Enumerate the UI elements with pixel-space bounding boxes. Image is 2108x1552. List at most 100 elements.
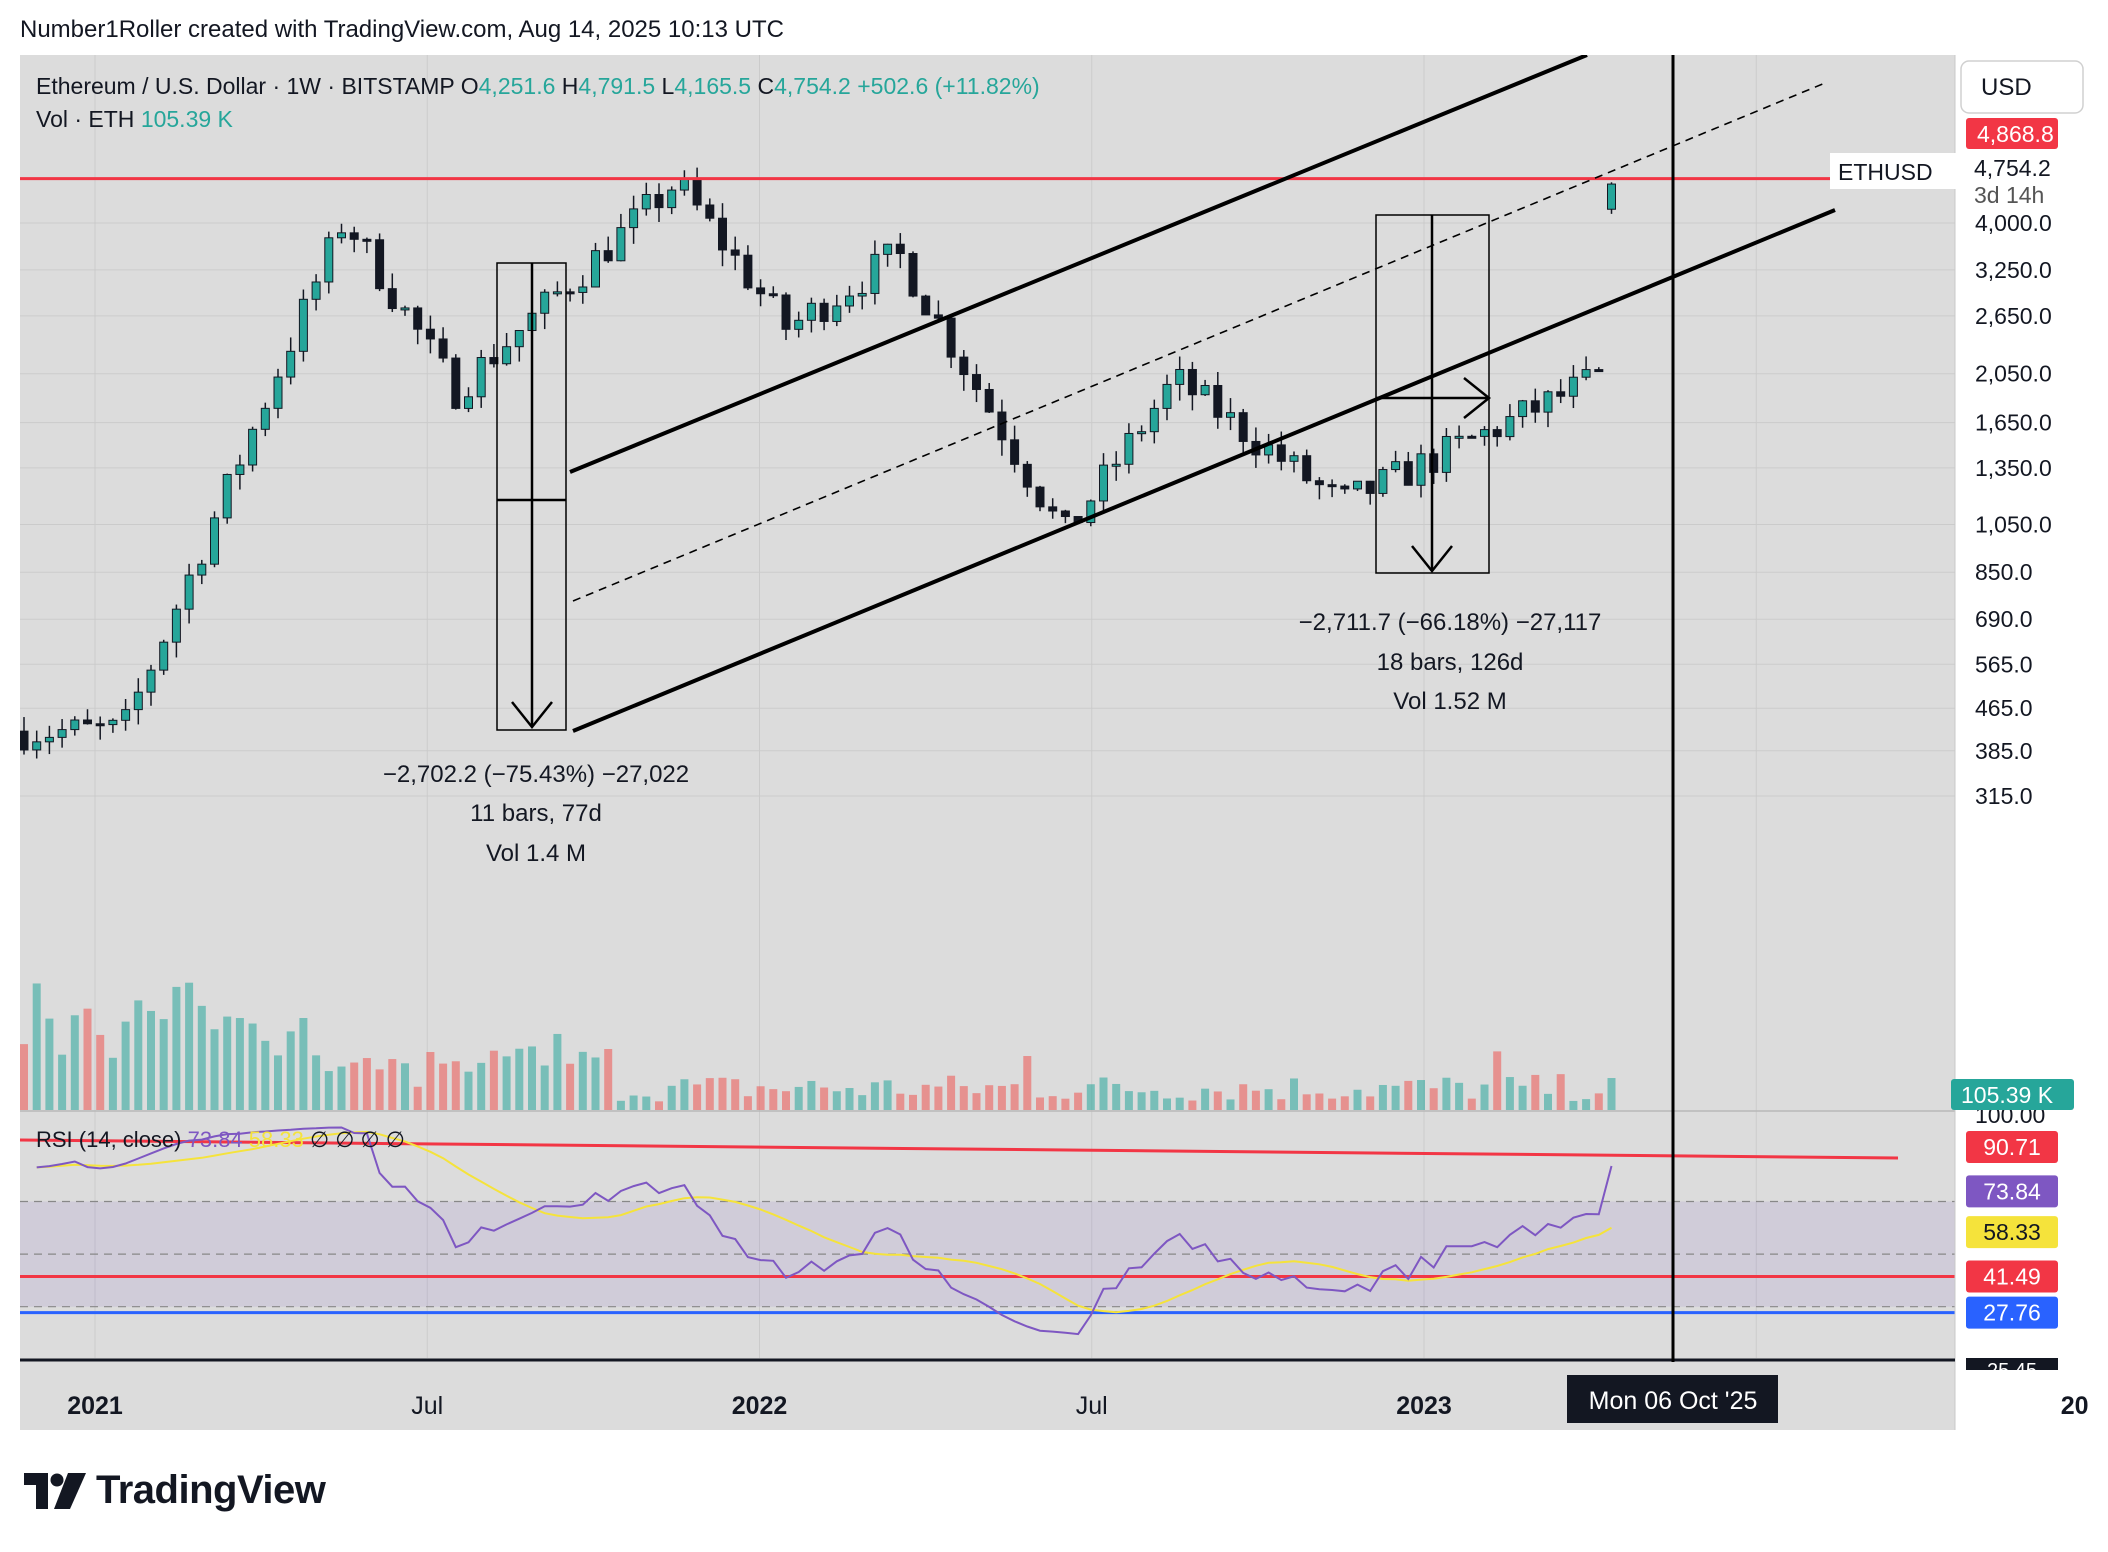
arrowhead-right-icon bbox=[1463, 377, 1492, 419]
candle bbox=[832, 294, 842, 327]
candle-body bbox=[883, 243, 893, 255]
eth-weekly-chart[interactable]: −2,702.2 (−75.43%) −27,022 11 bars, 77d Vo… bbox=[20, 55, 2088, 1430]
candle-body bbox=[1035, 486, 1045, 508]
candle bbox=[1048, 498, 1058, 519]
candle bbox=[349, 226, 359, 253]
volume-bar bbox=[70, 1015, 79, 1110]
candle bbox=[591, 242, 600, 288]
candle bbox=[1226, 398, 1235, 431]
candle-body bbox=[895, 243, 905, 255]
volume-bar bbox=[401, 1063, 409, 1110]
candle bbox=[870, 240, 880, 305]
volume-bar bbox=[540, 1065, 549, 1110]
candle bbox=[70, 716, 80, 736]
candle bbox=[298, 289, 308, 362]
candle bbox=[806, 297, 816, 333]
volume-bar bbox=[718, 1077, 727, 1110]
candle-body bbox=[1441, 435, 1451, 473]
candle-body bbox=[1340, 485, 1350, 490]
measure-label-volume: Vol 1.4 M bbox=[486, 840, 586, 867]
volume-bar bbox=[1137, 1092, 1146, 1110]
candle-body bbox=[248, 428, 258, 466]
volume-bar bbox=[1302, 1094, 1311, 1110]
candle bbox=[425, 315, 435, 354]
volume-bar bbox=[362, 1058, 371, 1110]
candle bbox=[1264, 433, 1274, 464]
candle-body bbox=[235, 464, 245, 475]
volume-bar bbox=[896, 1093, 905, 1110]
candle bbox=[1518, 399, 1528, 428]
volume-bar bbox=[997, 1085, 1006, 1110]
candle-body bbox=[1378, 469, 1388, 494]
currency-button[interactable] bbox=[1960, 60, 2084, 114]
candle bbox=[756, 279, 766, 307]
volume-bar bbox=[1175, 1097, 1184, 1110]
candle-body bbox=[1454, 435, 1464, 439]
candle-body bbox=[832, 305, 842, 322]
candle bbox=[1149, 399, 1159, 444]
candle-body bbox=[273, 376, 283, 409]
candle-body bbox=[540, 291, 550, 314]
arrowhead-down-icon bbox=[1411, 545, 1453, 574]
price-tick-label: 850.0 bbox=[1975, 559, 2033, 585]
volume-legend: Vol · ETH 105.39 K bbox=[36, 106, 234, 132]
candle bbox=[57, 719, 67, 748]
price-tick-label: 2,050.0 bbox=[1975, 361, 2052, 387]
candle-body bbox=[451, 357, 461, 409]
candle bbox=[616, 213, 626, 262]
channel-lower-line bbox=[572, 208, 1836, 733]
volume-bar bbox=[1061, 1098, 1070, 1110]
measure-label-change: −2,711.7 (−66.18%) −27,117 bbox=[1299, 609, 1602, 636]
volume-bar bbox=[274, 1055, 282, 1110]
high-value: 4,791.5 bbox=[578, 73, 661, 99]
candle-body bbox=[337, 232, 346, 239]
chart-frame[interactable]: −2,702.2 (−75.43%) −27,022 11 bars, 77d Vo… bbox=[20, 55, 2088, 1430]
candle bbox=[705, 198, 715, 222]
measure-label-volume: Vol 1.52 M bbox=[1393, 688, 1506, 715]
candle bbox=[1480, 426, 1489, 446]
rsi-ma-value: 58.33 bbox=[249, 1127, 310, 1152]
candle-body bbox=[603, 250, 613, 262]
symbol-name: Ethereum / U.S. Dollar · 1W · BITSTAMP bbox=[36, 73, 461, 99]
volume-bar bbox=[159, 1019, 168, 1110]
volume-bar bbox=[1277, 1099, 1286, 1110]
candle-body bbox=[667, 189, 677, 209]
volume-bar bbox=[1251, 1090, 1260, 1110]
candle-body bbox=[1530, 400, 1540, 413]
candle bbox=[1289, 451, 1299, 473]
candle bbox=[1556, 379, 1566, 404]
volume-bar bbox=[756, 1086, 765, 1110]
volume-bar bbox=[1455, 1082, 1464, 1110]
candle bbox=[1429, 448, 1439, 484]
candle bbox=[667, 186, 677, 215]
candle bbox=[95, 716, 105, 740]
candle bbox=[108, 718, 118, 733]
volume-bar bbox=[1556, 1074, 1565, 1110]
volume-bar bbox=[350, 1062, 359, 1110]
candle-body bbox=[743, 254, 753, 289]
candle-body bbox=[32, 741, 42, 751]
volume-bar bbox=[515, 1048, 524, 1110]
volume-bar bbox=[731, 1079, 740, 1110]
candle-body bbox=[1391, 461, 1401, 471]
symbol-legend: Ethereum / U.S. Dollar · 1W · BITSTAMP O… bbox=[36, 73, 1040, 99]
volume-bar bbox=[439, 1063, 448, 1110]
candle bbox=[337, 223, 346, 244]
candle-body bbox=[108, 719, 118, 726]
candle-body bbox=[1581, 369, 1591, 378]
time-tick-label: Jul bbox=[1076, 1392, 1108, 1420]
volume-bar bbox=[261, 1040, 270, 1110]
rsi-badge-value: 41.49 bbox=[1983, 1263, 2041, 1289]
low-value: 4,165.5 bbox=[674, 73, 757, 99]
rsi-badge bbox=[1966, 1216, 2058, 1249]
candle bbox=[362, 237, 372, 254]
candle bbox=[476, 349, 486, 408]
candle-body bbox=[1314, 480, 1324, 486]
candle bbox=[400, 305, 410, 316]
volume-bar bbox=[1315, 1093, 1324, 1110]
candle-body bbox=[933, 314, 943, 319]
candle bbox=[1454, 425, 1464, 449]
candle bbox=[1416, 444, 1426, 498]
volume-bar bbox=[172, 986, 181, 1110]
volume-bar bbox=[680, 1079, 689, 1110]
